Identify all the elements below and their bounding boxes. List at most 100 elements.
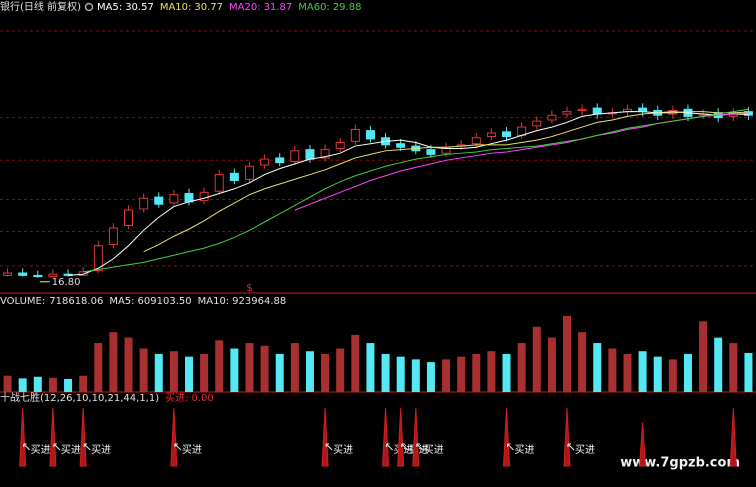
candle-body	[275, 157, 285, 164]
header-item: 31.87	[264, 2, 293, 13]
candle-body	[33, 274, 43, 278]
volume-bar	[653, 356, 662, 392]
candle-body	[229, 172, 239, 181]
candle-body	[48, 273, 58, 278]
signal-spike	[639, 422, 647, 467]
volume-bar	[744, 352, 753, 392]
volume-bar	[396, 356, 405, 392]
volume-bar	[245, 343, 254, 392]
volume-bar	[124, 337, 133, 392]
candle-body	[18, 272, 28, 276]
volume-bar	[94, 343, 103, 392]
volume-bar	[699, 321, 708, 392]
volume-bar	[729, 343, 738, 392]
signal-spike	[321, 407, 329, 467]
volume-bar	[366, 343, 375, 392]
volume-bar	[64, 378, 73, 392]
settings-icon	[84, 2, 94, 12]
ma-line	[143, 111, 749, 253]
volume-bar	[623, 353, 632, 392]
candle-body	[260, 158, 270, 166]
signal-spike	[502, 407, 511, 467]
candle-body	[320, 149, 330, 159]
volume-bar	[79, 375, 88, 392]
watermark: www.7gpzb.com	[620, 456, 740, 471]
signal-label: 买进	[31, 444, 51, 456]
volume-bar	[33, 376, 42, 392]
signal-arrow	[416, 443, 424, 451]
signal-spike	[397, 407, 405, 467]
signal-arrow	[83, 443, 91, 451]
candle-body	[426, 149, 436, 155]
candle-body	[3, 272, 13, 276]
candle-body	[638, 107, 648, 113]
volume-bar	[305, 351, 314, 392]
candle-body	[139, 197, 149, 210]
volume-bar	[426, 362, 435, 392]
signal-spike	[79, 407, 87, 467]
signal-arrow	[325, 443, 333, 451]
candle-body	[396, 143, 406, 148]
signal-label: 买进	[182, 444, 202, 456]
volume-bar	[139, 348, 148, 392]
volume-bar	[411, 359, 420, 392]
header-item: 609103.50	[138, 296, 192, 307]
ma-line	[68, 111, 749, 276]
header-item: 29.88	[333, 2, 362, 13]
candle-body	[350, 128, 360, 142]
candle-body	[335, 142, 345, 149]
header-item: MA10:	[198, 296, 230, 307]
candle-body	[592, 107, 602, 115]
signal-spike	[382, 407, 390, 467]
chart-title: 银行(日线 前复权)	[0, 0, 81, 13]
volume-bar	[487, 351, 496, 392]
volume-bar	[517, 343, 526, 392]
signal-label: 买进	[515, 444, 535, 456]
signal-spike	[563, 407, 571, 467]
volume-bar	[351, 334, 360, 392]
volume-bar	[154, 353, 163, 392]
header-item: 买进:	[165, 392, 188, 404]
signal-arrow	[174, 443, 182, 451]
signal-label: 买进	[91, 444, 111, 456]
volume-bar	[683, 353, 692, 392]
header-item: 923964.88	[232, 296, 286, 307]
volume-label: VOLUME:	[0, 296, 45, 307]
volume-bar	[608, 348, 617, 392]
volume-bar	[169, 351, 178, 392]
volume-bar	[185, 356, 193, 392]
volume-bar	[578, 332, 587, 392]
signal-label: 买进	[575, 444, 595, 456]
signal-label: 买进	[424, 444, 444, 456]
signal-spike	[49, 407, 57, 467]
signal-label: 买进	[61, 444, 81, 456]
header-item: 30.77	[194, 2, 223, 13]
volume-bar	[714, 337, 723, 392]
volume-bar	[290, 343, 299, 392]
candle-body	[244, 165, 254, 180]
volume-bar	[215, 340, 224, 392]
indicator-title: 十战七胜(12,26,10,10,21,44,1,1)	[0, 391, 159, 404]
ma-line	[83, 108, 749, 273]
signal-spike	[729, 407, 737, 467]
volume-bar	[321, 353, 330, 392]
volume-bar	[638, 351, 647, 392]
volume-bar	[109, 332, 118, 392]
volume-bar	[200, 353, 209, 392]
volume-bar	[472, 353, 481, 392]
volume-bar	[336, 348, 345, 392]
volume-bar	[260, 345, 269, 392]
header-item: 0.00	[192, 393, 214, 404]
volume-bar	[275, 353, 284, 392]
candle-body	[169, 194, 179, 204]
volume-bar	[547, 337, 556, 392]
header-item: 30.57	[125, 2, 154, 13]
candle-body	[547, 114, 557, 121]
signal-arrow	[23, 443, 31, 451]
volume-bar	[442, 359, 451, 392]
volume-bar	[230, 348, 239, 392]
signal-arrow	[401, 443, 409, 451]
signal-spike	[19, 407, 27, 467]
candle-body	[562, 111, 572, 115]
